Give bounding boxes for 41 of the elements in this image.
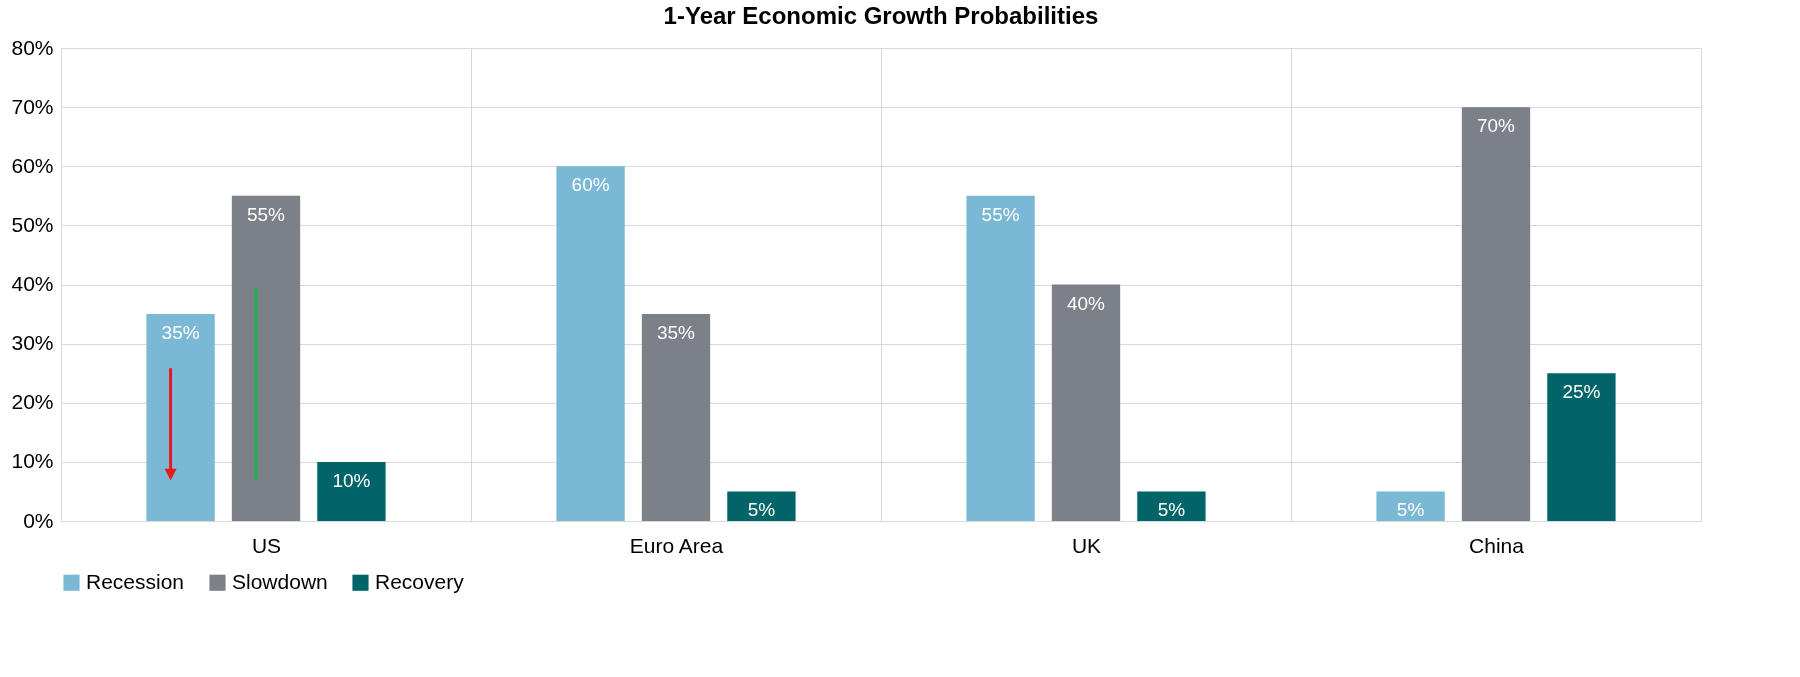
y-tick-label: 0% <box>23 508 54 532</box>
bar <box>1051 284 1121 521</box>
x-tick-label: China <box>1469 533 1525 557</box>
data-label: 55% <box>246 203 286 225</box>
y-tick-label: 10% <box>11 449 54 473</box>
y-tick-label: 70% <box>11 94 54 118</box>
data-label: 5% <box>1157 499 1186 521</box>
y-tick-label: 80% <box>11 35 54 59</box>
legend-label: Recovery <box>375 569 465 593</box>
x-tick-label: UK <box>1071 533 1102 557</box>
legend-label: Recession <box>86 569 185 593</box>
bar <box>146 314 215 521</box>
bar <box>317 461 386 521</box>
y-tick-label: 60% <box>11 153 54 177</box>
bar <box>556 166 625 521</box>
bar <box>1137 491 1206 521</box>
bar <box>231 195 301 521</box>
data-label: 5% <box>747 499 776 521</box>
x-tick-label: Euro Area <box>629 533 724 557</box>
data-label: 55% <box>981 203 1020 225</box>
bar <box>641 314 711 521</box>
y-tick-label: 50% <box>11 212 54 236</box>
y-tick-label: 40% <box>11 272 54 295</box>
bar <box>966 195 1035 521</box>
x-tick-label: US <box>251 533 282 557</box>
data-label: 40% <box>1066 292 1106 314</box>
data-label: 70% <box>1476 115 1516 137</box>
data-label: 35% <box>656 322 696 344</box>
bar <box>1376 491 1445 521</box>
data-label: 35% <box>161 322 200 344</box>
bar <box>1461 107 1531 521</box>
y-tick-label: 30% <box>11 331 54 355</box>
bar <box>727 491 796 521</box>
chart-title: 1-Year Economic Growth Probabilities <box>663 2 1099 29</box>
legend-label: Slowdown <box>232 569 328 593</box>
data-label: 10% <box>332 469 371 491</box>
data-label: 5% <box>1396 499 1425 521</box>
y-tick-label: 20% <box>11 390 54 414</box>
bar <box>1547 373 1616 521</box>
data-label: 25% <box>1562 381 1601 403</box>
data-label: 60% <box>571 174 610 196</box>
